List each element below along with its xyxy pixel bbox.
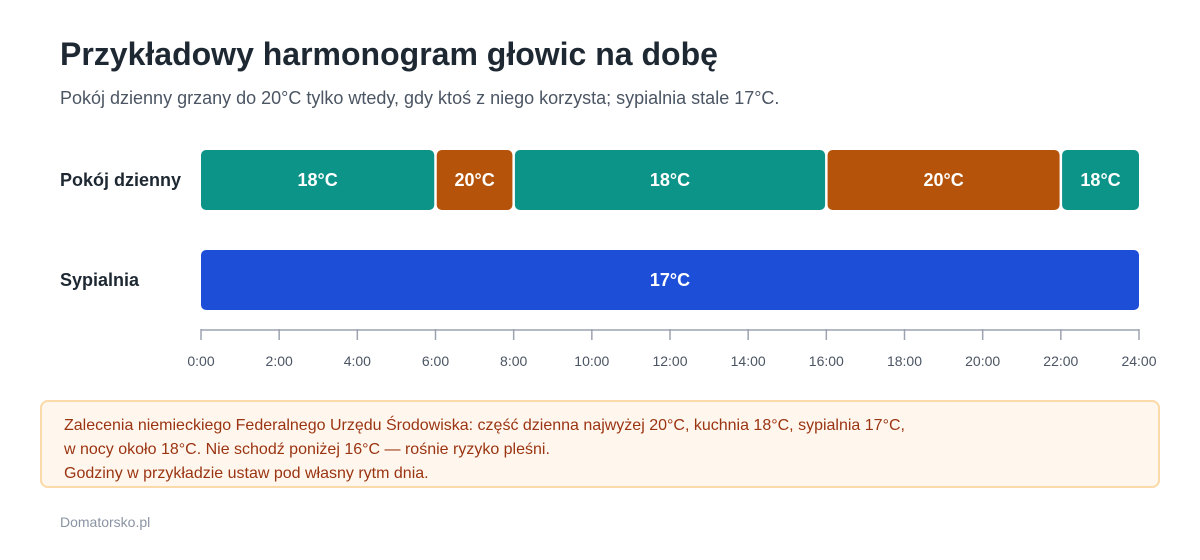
schedule-segment bbox=[514, 150, 826, 210]
segment-label: 20°C bbox=[923, 170, 963, 190]
x-tick-label: 24:00 bbox=[1121, 353, 1156, 369]
x-tick-label: 0:00 bbox=[187, 353, 214, 369]
x-tick-label: 4:00 bbox=[344, 353, 371, 369]
chart-title: Przykładowy harmonogram głowic na dobę bbox=[60, 36, 718, 72]
schedule-segment bbox=[201, 250, 1139, 310]
segment-label: 18°C bbox=[1080, 170, 1120, 190]
note-line: Zalecenia niemieckiego Federalnego Urzęd… bbox=[64, 417, 905, 434]
x-tick-label: 12:00 bbox=[652, 353, 687, 369]
schedule-chart: Pokój dzienny 18°C 20°C 18°C 20°C 18°C Sypialn… bbox=[60, 150, 1157, 369]
x-tick-label: 22:00 bbox=[1043, 353, 1078, 369]
schedule-segment bbox=[1062, 150, 1139, 210]
segment-label: 18°C bbox=[298, 170, 338, 190]
x-tick-label: 20:00 bbox=[965, 353, 1000, 369]
x-tick-label: 6:00 bbox=[422, 353, 449, 369]
segment-label: 18°C bbox=[650, 170, 690, 190]
recommendation-note: Zalecenia niemieckiego Federalnego Urzęd… bbox=[40, 400, 1160, 488]
segment-label: 20°C bbox=[454, 170, 494, 190]
x-tick-label: 14:00 bbox=[731, 353, 766, 369]
chart-subtitle: Pokój dzienny grzany do 20°C tylko wtedy… bbox=[60, 88, 780, 108]
source-label: Domatorsko.pl bbox=[60, 514, 151, 530]
note-line: w nocy około 18°C. Nie schodź poniżej 16… bbox=[64, 441, 550, 458]
x-tick-label: 10:00 bbox=[574, 353, 609, 369]
x-tick-label: 8:00 bbox=[500, 353, 527, 369]
row-label: Pokój dzienny bbox=[60, 170, 181, 190]
x-tick-label: 18:00 bbox=[887, 353, 922, 369]
x-tick-label: 16:00 bbox=[809, 353, 844, 369]
row-label: Sypialnia bbox=[60, 270, 140, 290]
schedule-segment bbox=[201, 150, 435, 210]
schedule-segment bbox=[827, 150, 1060, 210]
segment-label: 17°C bbox=[650, 270, 690, 290]
note-line: Godziny w przykładzie ustaw pod własny r… bbox=[64, 465, 429, 482]
x-tick-label: 2:00 bbox=[266, 353, 293, 369]
schedule-segment bbox=[436, 150, 513, 210]
